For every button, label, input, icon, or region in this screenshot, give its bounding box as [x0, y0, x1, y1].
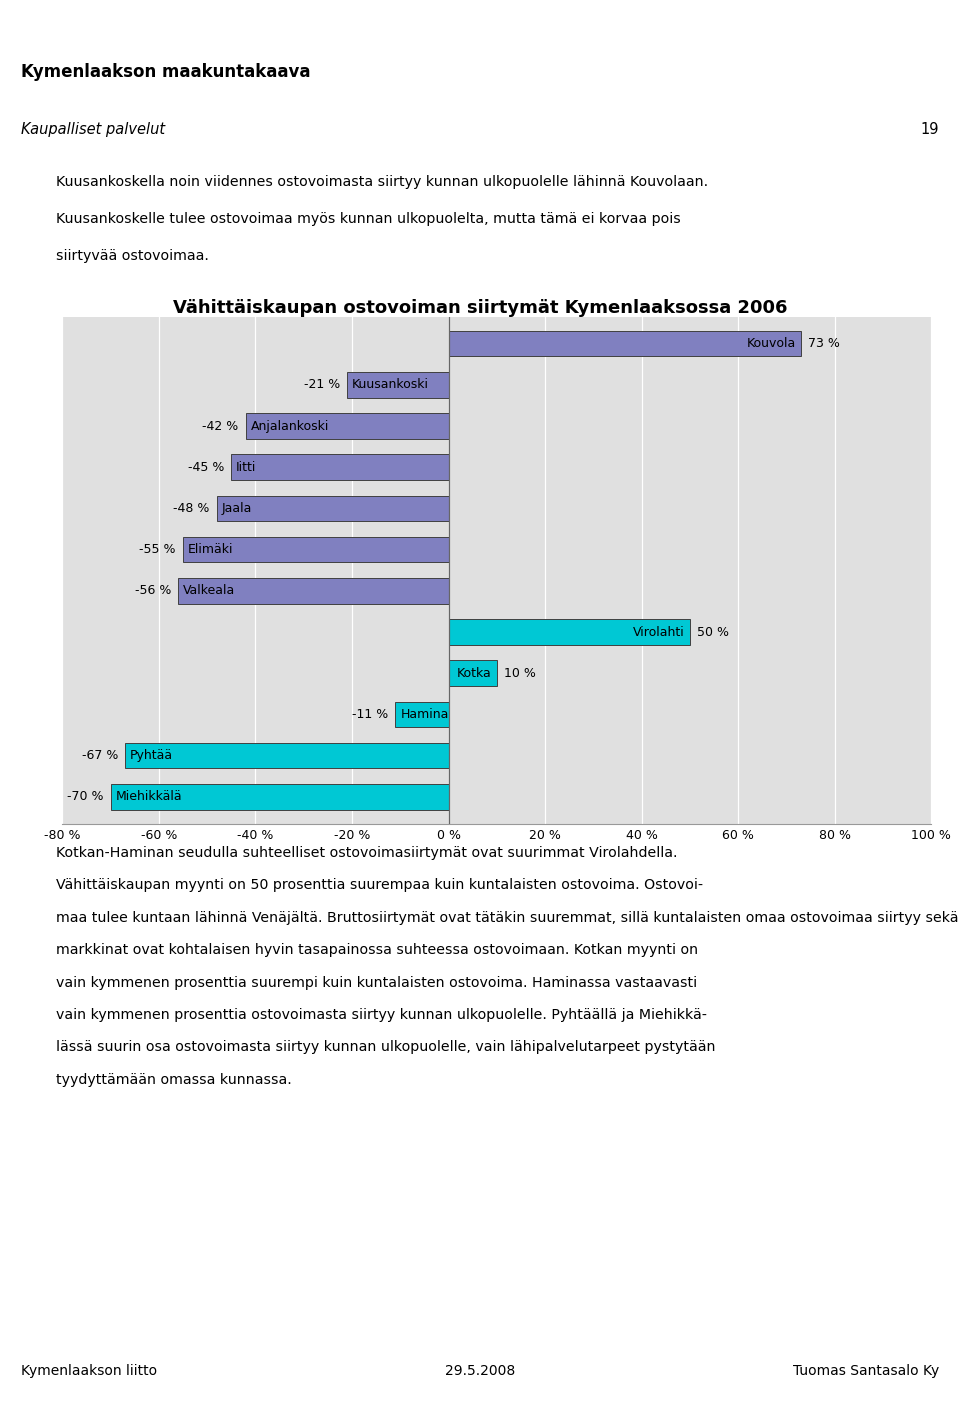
- Text: Vähittäiskaupan myynti on 50 prosenttia suurempaa kuin kuntalaisten ostovoima. O: Vähittäiskaupan myynti on 50 prosenttia …: [56, 879, 703, 893]
- Text: -48 %: -48 %: [173, 501, 209, 515]
- Bar: [448, 660, 497, 686]
- Bar: [217, 496, 448, 521]
- Text: vain kymmenen prosenttia suurempi kuin kuntalaisten ostovoima. Haminassa vastaav: vain kymmenen prosenttia suurempi kuin k…: [56, 976, 697, 990]
- Text: -45 %: -45 %: [188, 460, 224, 473]
- Text: Miehikkälä: Miehikkälä: [115, 790, 182, 804]
- Text: Pyhtää: Pyhtää: [130, 749, 173, 762]
- Bar: [183, 536, 448, 562]
- Text: -56 %: -56 %: [134, 584, 171, 597]
- Text: Hamina: Hamina: [400, 708, 448, 721]
- Text: -21 %: -21 %: [303, 379, 340, 391]
- Text: Kuusankoski: Kuusankoski: [352, 379, 429, 391]
- Text: Kymenlaakson liitto: Kymenlaakson liitto: [21, 1364, 157, 1378]
- Text: -70 %: -70 %: [67, 790, 104, 804]
- Text: Anjalankoski: Anjalankoski: [251, 420, 329, 432]
- Text: Kuusankoskella noin viidennes ostovoimasta siirtyy kunnan ulkopuolelle lähinnä K: Kuusankoskella noin viidennes ostovoimas…: [56, 175, 708, 189]
- Text: markkinat ovat kohtalaisen hyvin tasapainossa suhteessa ostovoimaan. Kotkan myyn: markkinat ovat kohtalaisen hyvin tasapai…: [56, 943, 698, 957]
- Bar: [448, 620, 690, 645]
- Text: vain kymmenen prosenttia ostovoimasta siirtyy kunnan ulkopuolelle. Pyhtäällä ja : vain kymmenen prosenttia ostovoimasta si…: [56, 1008, 707, 1022]
- Bar: [179, 579, 448, 604]
- Text: -42 %: -42 %: [203, 420, 239, 432]
- Text: Kymenlaakson maakuntakaava: Kymenlaakson maakuntakaava: [21, 63, 311, 82]
- Text: -55 %: -55 %: [139, 543, 176, 556]
- Text: 50 %: 50 %: [697, 625, 729, 639]
- Text: Kaupalliset palvelut: Kaupalliset palvelut: [21, 122, 165, 137]
- Text: -11 %: -11 %: [352, 708, 388, 721]
- Text: Kouvola: Kouvola: [747, 337, 796, 351]
- Text: 10 %: 10 %: [504, 667, 536, 680]
- Bar: [246, 413, 448, 439]
- Text: 73 %: 73 %: [808, 337, 840, 351]
- Bar: [448, 331, 801, 356]
- Bar: [348, 372, 448, 397]
- Text: 29.5.2008: 29.5.2008: [444, 1364, 516, 1378]
- Bar: [231, 455, 448, 480]
- Text: Virolahti: Virolahti: [634, 625, 685, 639]
- Text: -67 %: -67 %: [82, 749, 118, 762]
- Text: Elimäki: Elimäki: [188, 543, 233, 556]
- Bar: [396, 701, 448, 728]
- Text: Kuusankoskelle tulee ostovoimaa myös kunnan ulkopuolelta, mutta tämä ei korvaa p: Kuusankoskelle tulee ostovoimaa myös kun…: [56, 213, 681, 225]
- Text: Kotka: Kotka: [457, 667, 492, 680]
- Text: Kotkan-Haminan seudulla suhteelliset ostovoimasiirtymät ovat suurimmat Virolahde: Kotkan-Haminan seudulla suhteelliset ost…: [56, 846, 677, 860]
- Text: siirtyvää ostovoimaa.: siirtyvää ostovoimaa.: [56, 249, 208, 263]
- Text: Vähittäiskaupan ostovoiman siirtymät Kymenlaaksossa 2006: Vähittäiskaupan ostovoiman siirtymät Kym…: [173, 298, 787, 317]
- Text: Jaala: Jaala: [222, 501, 252, 515]
- Bar: [125, 743, 448, 769]
- Text: Tuomas Santasalo Ky: Tuomas Santasalo Ky: [793, 1364, 939, 1378]
- Text: Valkeala: Valkeala: [183, 584, 235, 597]
- Text: maa tulee kuntaan lähinnä Venäjältä. Bruttosiirtymät ovat tätäkin suuremmat, sil: maa tulee kuntaan lähinnä Venäjältä. Bru…: [56, 911, 960, 925]
- Text: lässä suurin osa ostovoimasta siirtyy kunnan ulkopuolelle, vain lähipalvelutarpe: lässä suurin osa ostovoimasta siirtyy ku…: [56, 1041, 715, 1055]
- Bar: [110, 784, 448, 810]
- Text: Iitti: Iitti: [236, 460, 256, 473]
- Text: 19: 19: [921, 122, 939, 137]
- Text: tyydyttämään omassa kunnassa.: tyydyttämään omassa kunnassa.: [56, 1073, 292, 1087]
